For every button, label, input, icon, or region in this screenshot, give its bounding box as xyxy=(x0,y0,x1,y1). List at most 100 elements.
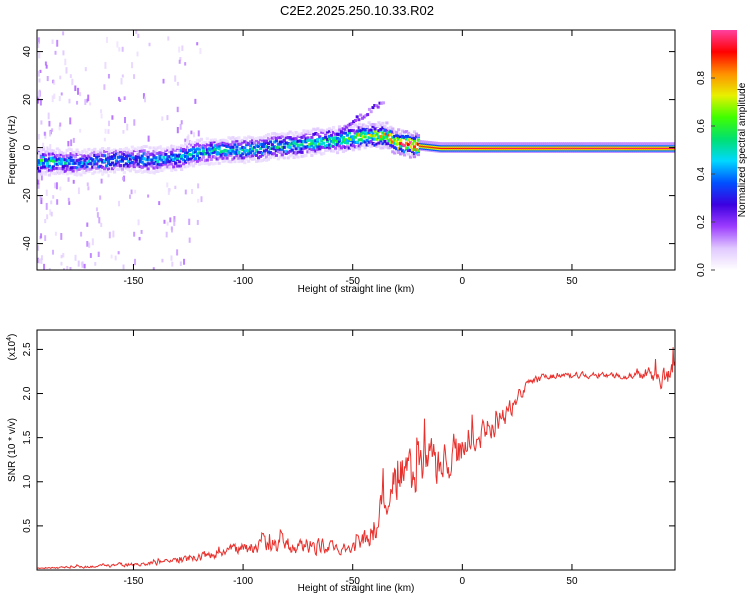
spectrogram-cell xyxy=(262,158,267,162)
spectrogram-cell xyxy=(485,142,490,146)
spectrogram-speck xyxy=(40,174,43,181)
spectrogram-speck xyxy=(58,96,61,102)
spectrogram-speck xyxy=(179,123,182,130)
spectrogram-cell xyxy=(328,129,332,133)
spectrogram-cell xyxy=(335,140,340,144)
spectrogram-cell xyxy=(335,151,340,155)
spectrogram-cell xyxy=(154,169,158,173)
spectrogram-cell xyxy=(286,141,290,145)
spectrogram-cell xyxy=(112,163,117,167)
spectrogram-cell xyxy=(57,171,61,175)
spectrogram-cell xyxy=(312,132,316,136)
spectrogram-cell xyxy=(426,140,430,144)
spectrogram-cell xyxy=(229,148,233,152)
spectrogram-speck xyxy=(194,98,197,104)
spectrogram-cell xyxy=(633,142,638,146)
spectrogram-cell xyxy=(182,149,186,153)
spectrogram-cell xyxy=(160,163,164,167)
spectrogram-cell xyxy=(213,147,217,151)
snr-panel: -150 -100 -50 0 50 0.51.01.52.02.5 Height of… xyxy=(6,329,676,594)
spectrogram-cell xyxy=(158,163,162,167)
spectrogram-cell xyxy=(201,152,205,156)
spectrogram-cell xyxy=(286,145,290,149)
spectrogram-cell xyxy=(93,162,97,166)
spectrogram-cell xyxy=(414,151,419,155)
spectrogram-speck xyxy=(173,219,176,226)
spectrogram-speck xyxy=(126,123,129,131)
spectrogram-speck xyxy=(70,139,73,147)
spectrogram-cell xyxy=(39,158,44,162)
spectrogram-cell xyxy=(183,141,188,145)
spectrogram-speck xyxy=(86,222,89,227)
spectrogram-cell xyxy=(134,157,138,161)
spectrogram-cell xyxy=(97,165,101,169)
spectrogram-cell xyxy=(87,162,91,166)
spectrogram-speck xyxy=(72,137,75,143)
spectrogram-cell xyxy=(249,156,253,160)
spectrogram-cell xyxy=(399,144,403,148)
spectrogram-cell xyxy=(282,142,286,146)
spectrogram-cell xyxy=(312,141,316,145)
spectrogram-cell xyxy=(191,159,196,163)
spectrogram-cell xyxy=(292,144,296,148)
spectrogram-cell xyxy=(328,143,332,147)
spectrogram-cell xyxy=(554,142,559,146)
spectrogram-cell xyxy=(239,156,243,160)
spectrogram-cell xyxy=(168,150,172,154)
spectrogram-cell xyxy=(170,150,174,154)
spectrogram-cell xyxy=(353,130,357,134)
spectrogram-cell xyxy=(203,145,207,149)
spectrogram-cell xyxy=(120,159,125,163)
snr-y-ticks: 0.51.01.52.02.5 xyxy=(22,342,675,533)
spectrogram-cell xyxy=(256,145,261,149)
spectrogram-cell xyxy=(158,145,162,149)
spectrogram-cell xyxy=(391,130,395,134)
spectrogram-cell xyxy=(51,152,55,156)
spectrogram-cell xyxy=(73,172,77,176)
spectrogram-cell xyxy=(393,146,397,150)
spectrogram-cell xyxy=(604,142,608,146)
spectrogram-cell xyxy=(67,168,71,172)
spectrogram-cell xyxy=(371,142,375,146)
spectrogram-cell xyxy=(395,142,399,146)
spectrogram-cell xyxy=(245,157,249,161)
spectrogram-cell xyxy=(160,169,164,173)
spectrogram-cell xyxy=(170,168,174,172)
spectrogram-cell xyxy=(114,159,119,163)
spectrogram-cell xyxy=(385,145,389,149)
spectrogram-cell xyxy=(326,148,330,152)
spectrogram-cell xyxy=(428,141,432,145)
spectrogram-cell xyxy=(397,128,401,132)
spectrogram-cell xyxy=(624,142,628,146)
spectrogram-cell xyxy=(330,139,334,143)
spectrogram-cell xyxy=(77,162,81,166)
spectrogram-cell xyxy=(412,152,417,156)
spectrogram-cell xyxy=(156,146,160,150)
spectrogram-speck xyxy=(147,158,150,166)
spectrogram-cell xyxy=(470,142,474,146)
spectrogram-cell xyxy=(594,142,598,146)
spectrogram-side-cell xyxy=(371,106,375,110)
spectrogram-cell xyxy=(213,144,217,148)
spectrogram-cell xyxy=(138,160,142,164)
spectrogram-cell xyxy=(397,137,401,141)
spectrogram-speck xyxy=(39,98,42,106)
spectrogram-cell xyxy=(379,137,383,141)
spectrogram-cell xyxy=(227,143,231,147)
spectrogram-speck xyxy=(166,115,169,121)
spectrogram-cell xyxy=(57,154,61,158)
spectrogram-cell xyxy=(294,142,298,146)
spectrogram-cell xyxy=(343,127,348,131)
spectrogram-cell xyxy=(91,165,95,169)
spectrogram-cell xyxy=(454,142,458,146)
spectrogram-cell xyxy=(215,143,219,147)
spectrogram-speck xyxy=(50,200,53,205)
spectrogram-cell xyxy=(239,139,243,143)
spectrogram-cell xyxy=(371,122,375,126)
spectrogram-cell xyxy=(164,152,168,156)
spectrogram-cell xyxy=(401,149,405,153)
spectrogram-cell xyxy=(116,167,121,171)
spectrogram-cell xyxy=(298,139,302,143)
spectrogram-cell xyxy=(239,147,243,151)
spectrogram-cell xyxy=(233,137,237,141)
